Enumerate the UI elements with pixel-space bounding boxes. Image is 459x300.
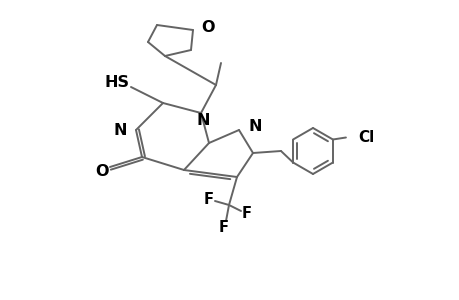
Text: N: N [248, 118, 262, 134]
Text: O: O [201, 20, 214, 34]
Text: O: O [95, 164, 108, 179]
Text: F: F [218, 220, 229, 235]
Text: F: F [241, 206, 252, 220]
Text: HS: HS [104, 74, 129, 89]
Text: N: N [113, 122, 127, 137]
Text: N: N [196, 112, 209, 128]
Text: Cl: Cl [357, 130, 373, 145]
Text: F: F [203, 191, 213, 206]
